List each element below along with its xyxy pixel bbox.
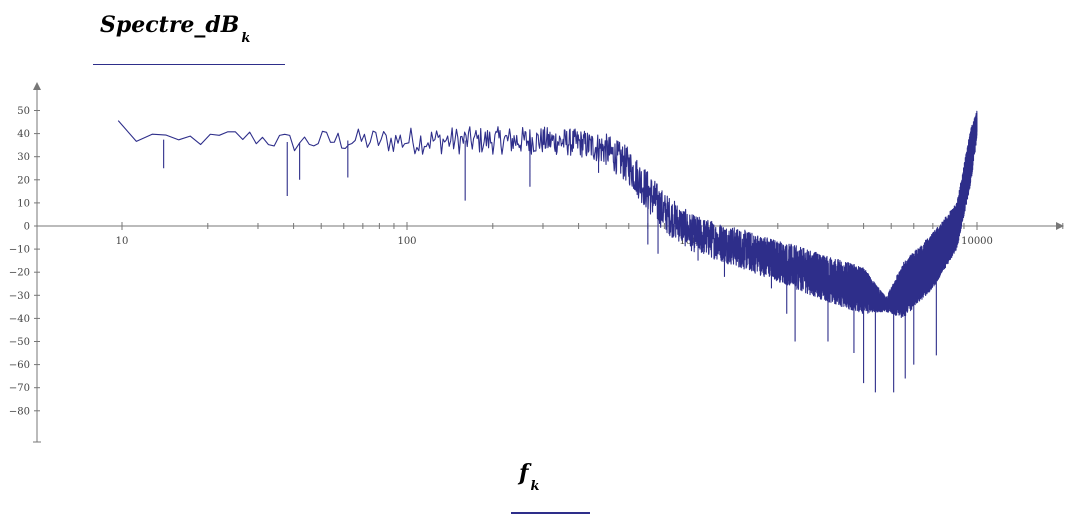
y-tick-label: −30 (9, 291, 30, 302)
x-axis-label-underline (511, 512, 590, 514)
y-tick-label: −70 (9, 383, 30, 394)
x-tick-label: 10 (116, 236, 129, 247)
y-tick-label: 10 (17, 198, 30, 209)
y-tick-label: −50 (9, 337, 30, 348)
y-tick-label: 0 (24, 222, 30, 233)
y-tick-label: 20 (17, 175, 30, 186)
x-tick-label: 10000 (961, 236, 993, 247)
y-tick-label: −20 (9, 268, 30, 279)
y-axis-label-main: Spectre_dB (100, 12, 240, 38)
y-axis-label-subscript: k (241, 31, 251, 46)
y-tick-label: 40 (17, 129, 30, 140)
y-axis-arrow (33, 82, 41, 90)
series-layer (117, 110, 978, 393)
y-tick-label: −40 (9, 314, 30, 325)
x-axis-arrow (1056, 222, 1064, 230)
x-axis-label: fk (519, 460, 539, 494)
x-axis-label-main: f (519, 460, 529, 486)
y-tick-label: 50 (17, 106, 30, 117)
y-tick-label: 30 (17, 152, 30, 163)
y-tick-label: −10 (9, 245, 30, 256)
spectrum-line (117, 110, 978, 393)
y-axis-label-underline (93, 64, 285, 65)
y-tick-label: −80 (9, 406, 30, 417)
x-axis-label-subscript: k (530, 479, 540, 494)
x-tick-label: 100 (397, 236, 416, 247)
y-tick-label: −60 (9, 360, 30, 371)
y-axis-label: Spectre_dBk (100, 12, 250, 46)
